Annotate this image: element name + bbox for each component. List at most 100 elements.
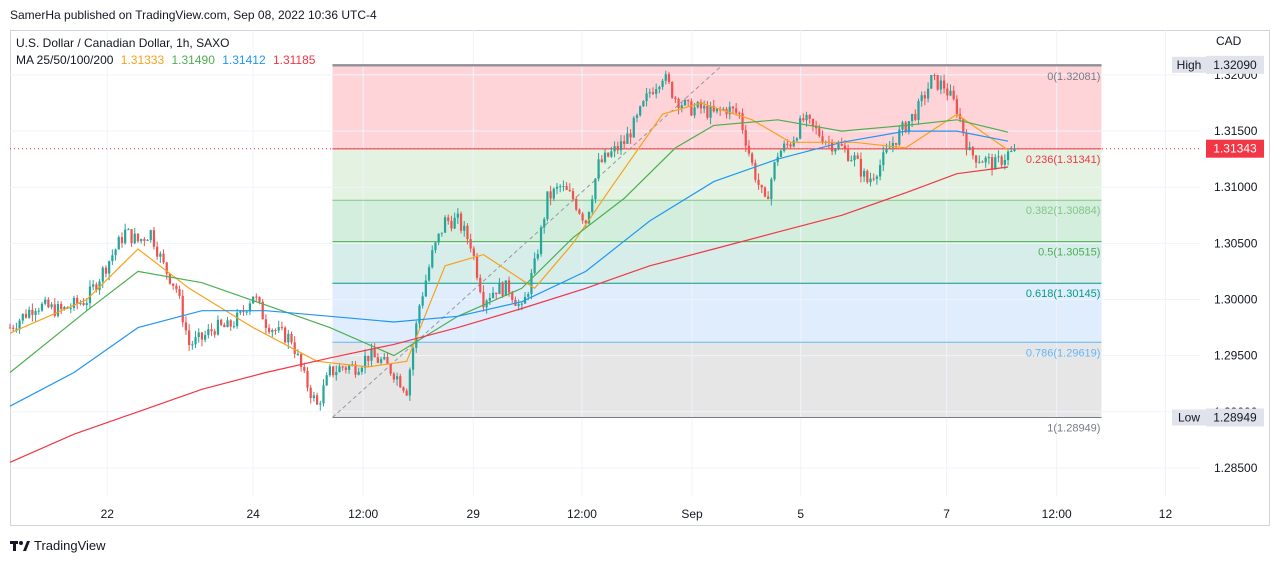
candle-body — [517, 304, 520, 306]
candle-body — [875, 176, 879, 179]
candles — [8, 70, 1016, 411]
candle-body — [216, 319, 220, 335]
candle-body — [539, 227, 543, 255]
y-tick-label: 1.29500 — [1214, 349, 1258, 363]
candle-body — [1013, 149, 1016, 151]
candle-body — [783, 143, 786, 151]
candle-body — [747, 145, 751, 154]
candle-body — [322, 385, 325, 404]
candle-body — [549, 191, 552, 199]
fib-label-0.618: 0.618(1.30145) — [1026, 288, 1101, 300]
candle-body — [504, 280, 507, 296]
candle-body — [543, 219, 546, 228]
candle-body — [258, 297, 261, 302]
candle-body — [34, 311, 37, 315]
candle-body — [223, 324, 226, 328]
candle-body — [85, 303, 88, 306]
candle-body — [891, 142, 895, 148]
x-tick-label: Sep — [681, 507, 703, 521]
candle-body — [511, 292, 514, 300]
candle-body — [117, 237, 120, 250]
candle-body — [600, 159, 603, 162]
candle-body — [859, 158, 863, 177]
ma-legend[interactable]: MA 25/50/100/200 1.31333 1.31490 1.31412… — [16, 53, 319, 67]
candle-body — [213, 331, 216, 335]
candle-body — [338, 366, 341, 373]
moving-averages — [9, 102, 1009, 463]
symbol-title[interactable]: U.S. Dollar / Canadian Dollar, 1h, SAXO — [16, 36, 230, 50]
candle-body — [850, 160, 853, 162]
candle-body — [229, 320, 232, 327]
candle-body — [917, 101, 920, 120]
candle-body — [456, 213, 459, 218]
candle-body — [399, 376, 402, 388]
tradingview-brand[interactable]: TradingView — [10, 538, 106, 553]
candle-body — [124, 229, 127, 244]
candle-body — [194, 337, 197, 345]
ma100-value: 1.31412 — [222, 53, 266, 67]
candle-body — [267, 327, 271, 333]
candle-body — [559, 186, 562, 188]
candle-body — [431, 250, 434, 268]
candle-body — [837, 144, 840, 150]
candle-body — [878, 165, 882, 177]
candle-body — [674, 97, 677, 99]
candle-body — [907, 121, 911, 133]
candle-body — [709, 106, 712, 118]
candle-body — [936, 75, 939, 90]
fib-label-1: 1(1.28949) — [1047, 423, 1100, 435]
candle-body — [92, 284, 95, 287]
candle-body — [626, 133, 629, 144]
x-tick-label: 7 — [943, 507, 950, 521]
candle-body — [140, 239, 143, 242]
low-tag-text: Low — [1178, 411, 1200, 425]
candle-body — [296, 353, 300, 355]
candle-body — [475, 255, 479, 278]
ma-line-ma50 — [9, 119, 1009, 373]
candle-body — [904, 122, 907, 133]
candle-body — [207, 329, 210, 336]
candle-body — [402, 387, 405, 391]
candle-body — [40, 303, 44, 311]
candle-body — [236, 312, 239, 327]
high-tag — [1172, 56, 1206, 73]
candle-body — [245, 311, 248, 313]
candle-body — [562, 186, 565, 188]
candle-body — [271, 330, 274, 333]
candle-body — [168, 273, 172, 284]
x-tick-label: 12:00 — [567, 507, 597, 521]
candle-body — [44, 299, 47, 304]
ma-label: MA 25/50/100/200 — [16, 53, 114, 67]
candle-body — [923, 95, 927, 99]
candle-body — [610, 151, 613, 157]
publisher-line: SamerHa published on TradingView.com, Se… — [10, 8, 377, 22]
candle-body — [690, 101, 693, 116]
ma-line-ma100 — [9, 130, 1009, 407]
candle-body — [632, 117, 635, 138]
candle-body — [386, 357, 389, 365]
candle-body — [405, 390, 408, 396]
candle-body — [741, 113, 744, 131]
grid — [10, 30, 1200, 496]
candle-body — [808, 114, 811, 119]
candle-body — [264, 319, 268, 328]
low-badge — [1206, 408, 1264, 427]
candle-body — [981, 161, 984, 163]
candle-body — [162, 253, 165, 263]
x-tick-label: 22 — [101, 507, 115, 521]
candle-body — [421, 296, 424, 306]
candle-body — [104, 267, 108, 274]
candle-body — [379, 359, 383, 363]
candle-body — [655, 89, 658, 94]
fib-label-0.382: 0.382(1.30884) — [1026, 205, 1101, 217]
candle-body — [805, 114, 808, 121]
candle-body — [495, 292, 498, 295]
candle-body — [530, 272, 533, 295]
candle-body — [885, 148, 888, 153]
candle-body — [331, 366, 335, 376]
brand-name: TradingView — [34, 538, 106, 553]
fib-label-0.786: 0.786(1.29619) — [1026, 347, 1101, 359]
candle-body — [898, 129, 901, 145]
candle-body — [184, 322, 188, 331]
